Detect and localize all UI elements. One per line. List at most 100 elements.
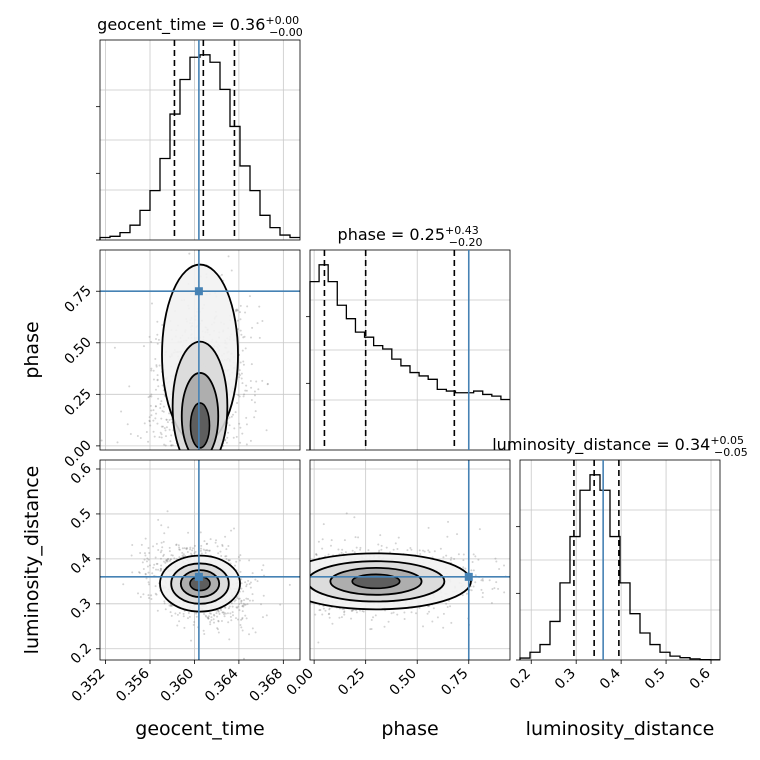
sample-point (217, 620, 220, 623)
sample-point (147, 547, 150, 550)
sample-point (355, 611, 358, 614)
sample-point (385, 546, 388, 549)
sample-point (240, 372, 243, 375)
sample-point (247, 598, 250, 601)
sample-point (157, 338, 160, 341)
sample-point (238, 609, 241, 612)
sample-point (226, 436, 229, 439)
sample-point (239, 441, 242, 444)
x-axis-label-phase: phase (381, 718, 438, 740)
sample-point (220, 273, 223, 276)
sample-point (341, 548, 344, 551)
sample-point (351, 609, 354, 612)
sample-point (175, 543, 178, 546)
sample-point (238, 369, 241, 372)
sample-point (158, 436, 161, 439)
sample-point (138, 571, 141, 574)
sample-point (234, 564, 237, 567)
sample-point (239, 304, 242, 307)
sample-point (186, 550, 189, 553)
sample-point (156, 342, 159, 345)
sample-point (156, 374, 159, 377)
sample-point (503, 591, 506, 594)
sample-point (150, 369, 153, 372)
sample-point (152, 419, 155, 422)
sample-point (149, 404, 152, 407)
sample-point (324, 609, 327, 612)
sample-point (255, 380, 258, 383)
sample-point (202, 629, 205, 632)
sample-point (217, 609, 220, 612)
sample-point (338, 616, 341, 619)
sample-point (182, 615, 185, 618)
histogram-panel-phase: phase = 0.25+0.43 −0.20 (306, 224, 511, 451)
sample-point (240, 626, 243, 629)
sample-point (362, 610, 365, 613)
sample-point (220, 554, 223, 557)
sample-point (148, 583, 151, 586)
sample-point (131, 571, 134, 574)
truth-marker (194, 287, 203, 296)
sample-point (253, 416, 256, 419)
sample-point (220, 620, 223, 623)
sample-point (242, 657, 245, 660)
sample-point (175, 543, 178, 546)
sample-point (241, 432, 244, 435)
sample-point (136, 434, 139, 437)
sample-point (190, 639, 193, 642)
sample-point (185, 547, 188, 550)
sample-point (477, 558, 480, 561)
sample-point (327, 553, 330, 556)
sample-point (161, 425, 164, 428)
sample-point (234, 411, 237, 414)
sample-point (436, 616, 439, 619)
sample-point (192, 623, 195, 626)
sample-point (164, 444, 167, 447)
sample-point (240, 578, 243, 581)
sample-point (245, 443, 248, 446)
sample-point (209, 612, 212, 615)
x-axis-label-geocent_time: geocent_time (135, 718, 264, 740)
sample-point (387, 620, 390, 623)
sample-point (178, 546, 181, 549)
sample-point (241, 610, 244, 613)
sample-point (144, 573, 147, 576)
sample-point (450, 556, 453, 559)
sample-point (456, 533, 459, 536)
sample-point (144, 554, 147, 557)
sample-point (462, 559, 465, 562)
sample-point (147, 440, 150, 443)
sample-point (150, 414, 153, 417)
sample-point (244, 581, 247, 584)
sample-point (224, 606, 227, 609)
sample-point (239, 318, 242, 321)
sample-point (207, 617, 210, 620)
sample-point (161, 324, 164, 327)
sample-point (418, 549, 421, 552)
sample-point (157, 568, 160, 571)
sample-point (240, 587, 243, 590)
sample-point (145, 577, 148, 580)
sample-point (187, 611, 190, 614)
sample-point (446, 535, 449, 538)
sample-point (392, 548, 395, 551)
sample-point (242, 605, 245, 608)
sample-point (233, 527, 236, 530)
sample-point (353, 516, 356, 519)
density-contour (351, 573, 401, 590)
sample-point (205, 549, 208, 552)
sample-point (178, 611, 181, 614)
sample-point (137, 592, 140, 595)
sample-point (146, 565, 149, 568)
sample-point (207, 617, 210, 620)
sample-point (228, 424, 231, 427)
sample-point (250, 363, 253, 366)
sample-point (251, 572, 254, 575)
sample-point (230, 619, 233, 622)
sample-point (265, 614, 268, 617)
sample-point (245, 597, 248, 600)
sample-point (367, 549, 370, 552)
sample-point (142, 568, 145, 571)
sample-point (472, 585, 475, 588)
sample-point (317, 641, 320, 644)
